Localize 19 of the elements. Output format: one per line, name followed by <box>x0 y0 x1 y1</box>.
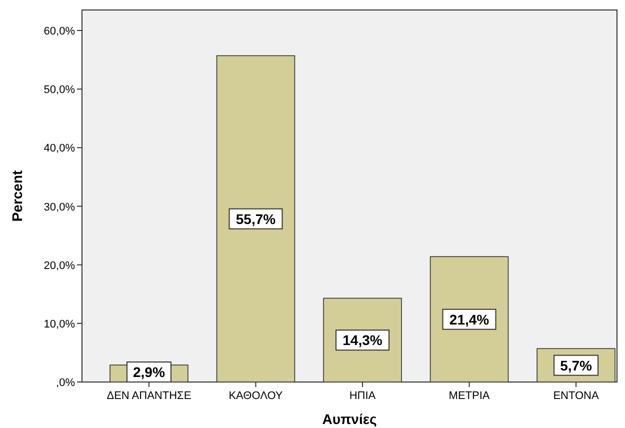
data-label: 5,7% <box>560 357 593 374</box>
data-label: 2,9% <box>133 364 166 380</box>
x-tick-label: ΔΕΝ ΑΠΑΝΤΗΣΕ <box>106 390 192 402</box>
data-label: 55,7% <box>236 210 276 227</box>
x-tick-label: ΕΝΤΟΝΑ <box>553 390 600 402</box>
x-tick-label: ΜΕΤΡΙΑ <box>448 390 490 402</box>
y-axis-title: Percent <box>9 170 25 222</box>
y-tick-label: 40,0% <box>44 142 76 155</box>
y-tick-label: 50,0% <box>44 84 76 96</box>
y-tick-label: 10,0% <box>44 318 76 330</box>
data-label: 21,4% <box>449 311 490 328</box>
y-tick-label: 20,0% <box>44 260 76 272</box>
x-tick-label: ΗΠΙΑ <box>349 390 376 402</box>
x-axis-title: Αυπνίες <box>322 411 377 427</box>
y-tick-label: ,0% <box>56 377 76 389</box>
y-tick-label: 60,0% <box>44 26 76 38</box>
y-tick-label: 30,0% <box>44 201 76 214</box>
data-label: 14,3% <box>342 332 383 348</box>
x-tick-label: ΚΑΘΟΛΟΥ <box>228 390 284 402</box>
